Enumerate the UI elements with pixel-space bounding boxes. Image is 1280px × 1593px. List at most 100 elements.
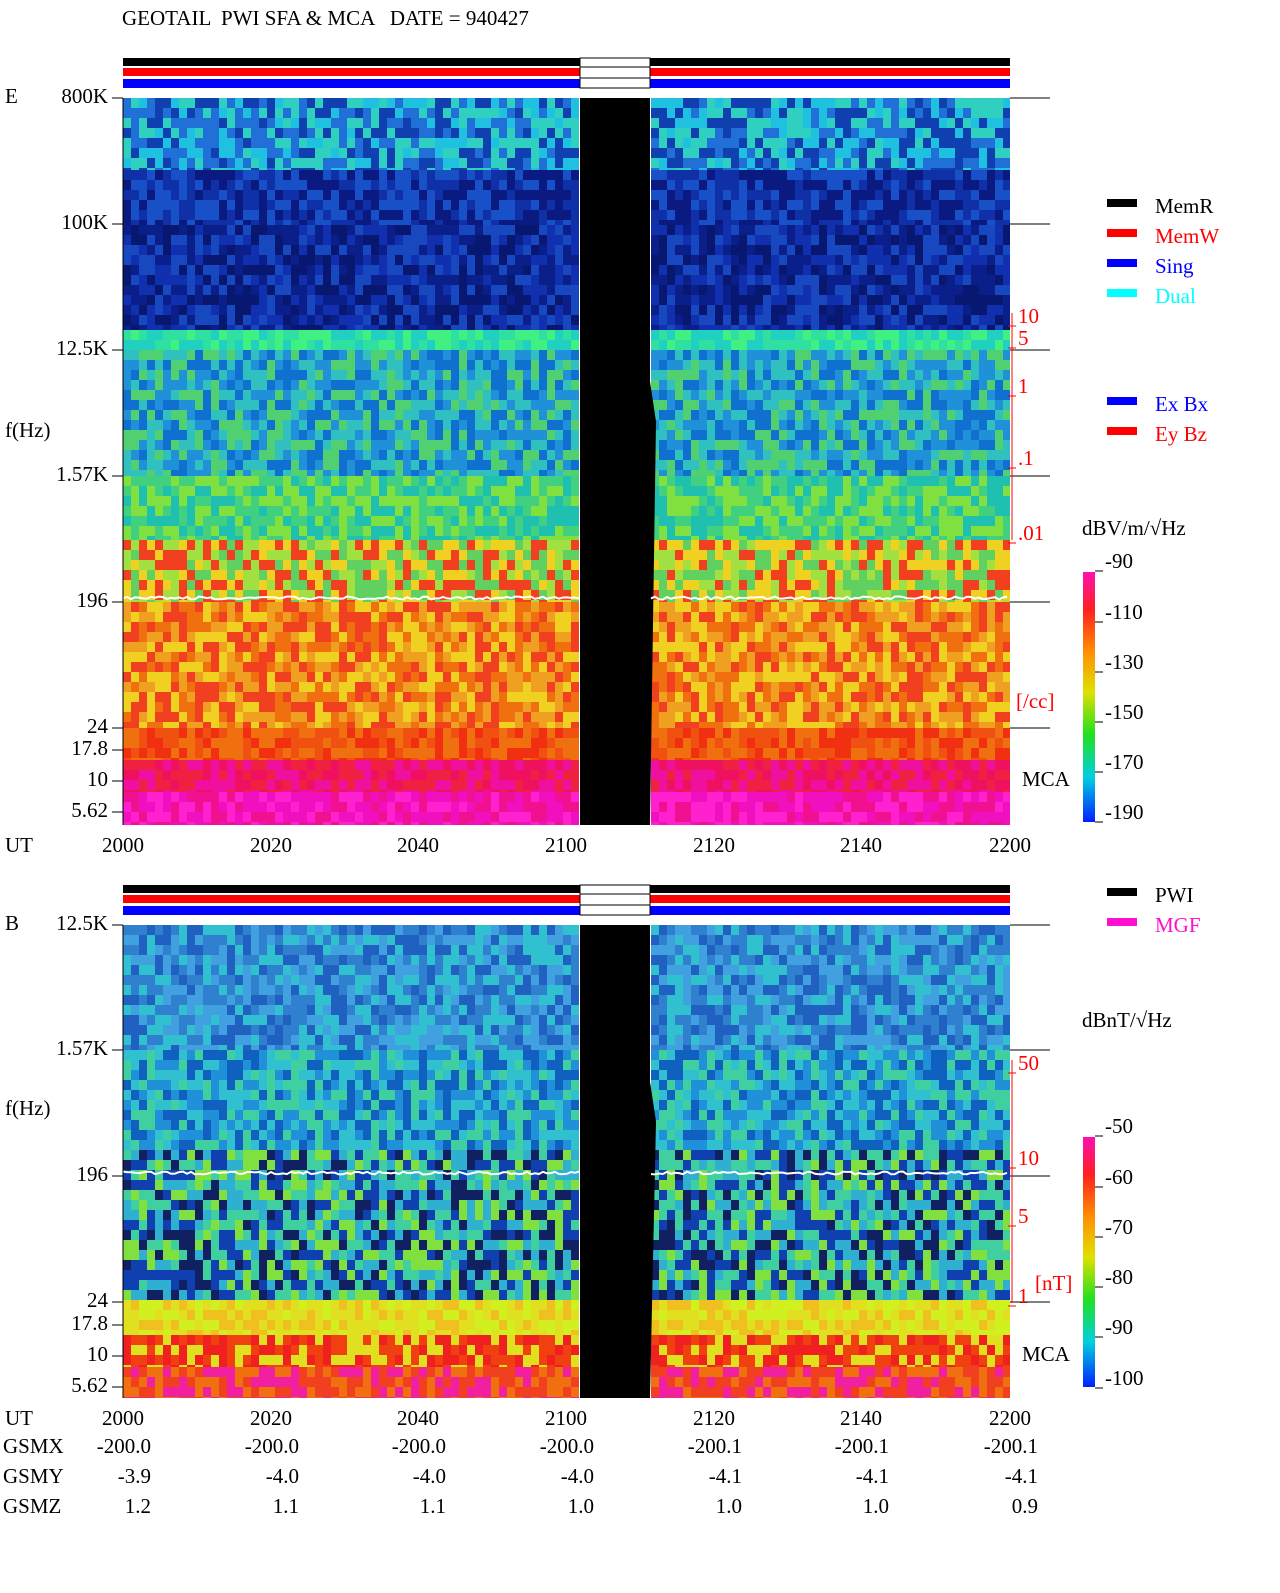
spectrogram-cell: [835, 380, 843, 390]
spectrogram-cell: [363, 360, 371, 370]
spectrogram-cell: [1003, 305, 1010, 315]
spectrogram-cell: [251, 516, 259, 526]
spectrogram-cell: [1003, 225, 1010, 235]
spectrogram-cell: [299, 265, 307, 275]
spectrogram-cell: [971, 540, 979, 550]
spectrogram-cell: [659, 430, 667, 440]
spectrogram-cell: [563, 295, 571, 305]
spectrogram-cell: [219, 420, 227, 430]
spectrogram-cell: [835, 340, 843, 350]
spectrogram-cell: [939, 476, 947, 486]
spectrogram-cell: [411, 430, 419, 440]
spectrogram-cell: [163, 460, 171, 470]
spectrogram-cell: [315, 410, 323, 420]
spectrogram-cell: [555, 138, 563, 148]
spectrogram-cell: [851, 98, 859, 108]
spectrogram-cell: [363, 200, 371, 210]
spectrogram-cell: [723, 410, 731, 420]
spectrogram-cell: [387, 325, 395, 330]
spectrogram-cell: [675, 550, 683, 560]
spectrogram-cell: [563, 410, 571, 420]
spectrogram-cell: [651, 158, 659, 168]
spectrogram-cell: [875, 118, 883, 128]
spectrogram-cell: [771, 118, 779, 128]
spectrogram-cell: [339, 330, 347, 340]
spectrogram-cell: [883, 450, 891, 460]
spectrogram-cell: [939, 170, 947, 180]
spectrogram-cell: [219, 158, 227, 168]
spectrogram-cell: [787, 350, 795, 360]
spectrogram-cell: [947, 550, 955, 560]
spectrogram-cell: [779, 460, 787, 470]
spectrogram-cell: [819, 516, 827, 526]
spectrogram-cell: [171, 340, 179, 350]
spectrogram-cell: [843, 128, 851, 138]
spectrogram-cell: [395, 496, 403, 506]
spectrogram-cell: [747, 380, 755, 390]
spectrogram-cell: [683, 98, 691, 108]
spectrogram-cell: [771, 128, 779, 138]
spectrogram-cell: [275, 400, 283, 410]
spectrogram-cell: [355, 210, 363, 220]
spectrogram-cell: [363, 180, 371, 190]
spectrogram-cell: [347, 190, 355, 200]
spectrogram-cell: [147, 210, 155, 220]
spectrogram-cell: [795, 180, 803, 190]
spectrogram-cell: [883, 168, 891, 170]
spectrogram-cell: [187, 496, 195, 506]
spectrogram-cell: [403, 400, 411, 410]
spectrogram-cell: [859, 496, 867, 506]
spectrogram-cell: [939, 536, 947, 540]
spectrogram-cell: [763, 315, 771, 325]
spectrogram-cell: [859, 285, 867, 295]
spectrogram-cell: [443, 526, 451, 536]
spectrogram-cell: [739, 180, 747, 190]
spectrogram-cell: [947, 450, 955, 460]
spectrogram-cell: [915, 210, 923, 220]
spectrogram-cell: [963, 516, 971, 526]
spectrogram-cell: [515, 496, 523, 506]
spectrogram-cell: [739, 275, 747, 285]
spectrogram-cell: [355, 305, 363, 315]
spectrogram-cell: [675, 390, 683, 400]
spectrogram-cell: [971, 128, 979, 138]
spectrogram-cell: [571, 476, 579, 486]
spectrogram-cell: [499, 158, 507, 168]
spectrogram-cell: [211, 486, 219, 496]
spectrogram-cell: [243, 235, 251, 245]
spectrogram-cell: [491, 486, 499, 496]
spectrogram-cell: [683, 476, 691, 486]
spectrogram-cell: [971, 400, 979, 410]
spectrogram-cell: [227, 315, 235, 325]
spectrogram-cell: [467, 170, 475, 180]
spectrogram-cell: [843, 255, 851, 265]
spectrogram-cell: [227, 460, 235, 470]
spectrogram-cell: [651, 220, 659, 225]
spectrogram-cell: [547, 536, 555, 540]
spectrogram-cell: [523, 380, 531, 390]
spectrogram-cell: [411, 440, 419, 450]
spectrogram-cell: [419, 295, 427, 305]
spectrogram-cell: [539, 200, 547, 210]
spectrogram-cell: [427, 245, 435, 255]
spectrogram-cell: [819, 460, 827, 470]
spectrogram-cell: [123, 360, 131, 370]
spectrogram-cell: [947, 400, 955, 410]
spectrogram-cell: [467, 506, 475, 516]
spectrogram-cell: [963, 476, 971, 486]
spectrogram-cell: [547, 158, 555, 168]
spectrogram-cell: [523, 255, 531, 265]
spectrogram-cell: [307, 225, 315, 235]
spectrogram-cell: [995, 128, 1003, 138]
spectrogram-cell: [987, 315, 995, 325]
spectrogram-cell: [843, 305, 851, 315]
spectrogram-cell: [667, 275, 675, 285]
spectrogram-cell: [171, 486, 179, 496]
spectrogram-cell: [723, 255, 731, 265]
spectrogram-cell: [755, 360, 763, 370]
spectrogram-cell: [395, 486, 403, 496]
spectrogram-cell: [411, 390, 419, 400]
spectrogram-cell: [131, 360, 139, 370]
spectrogram-cell: [467, 526, 475, 536]
spectrogram-cell: [523, 440, 531, 450]
